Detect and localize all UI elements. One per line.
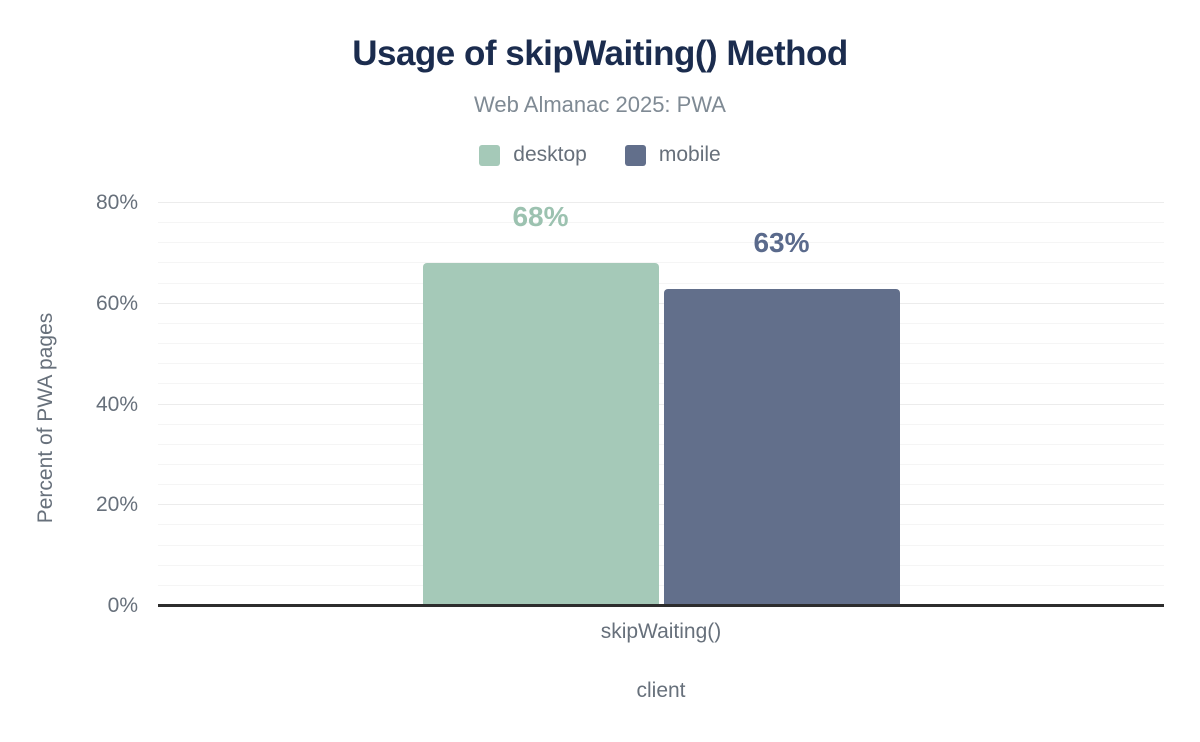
- gridline: [158, 363, 1164, 365]
- gridline: [158, 463, 1164, 465]
- bar-desktop: [422, 263, 659, 606]
- legend-item-mobile: mobile: [624, 143, 721, 167]
- y-tick-label: 20%: [95, 493, 138, 517]
- gridline: [158, 584, 1164, 586]
- x-tick-label: skipWaiting(): [600, 620, 722, 643]
- bar-value-label-mobile: 63%: [753, 226, 810, 258]
- gridline: [158, 383, 1164, 385]
- legend-label: mobile: [658, 143, 721, 166]
- bar-slot-desktop: 68%: [422, 201, 659, 606]
- y-tick-label: 80%: [95, 191, 138, 214]
- gridline: [158, 504, 1164, 506]
- bar-value-label-desktop: 68%: [512, 201, 569, 233]
- plot-area: 68% 63%: [158, 202, 1164, 607]
- y-tick-label: 60%: [95, 291, 138, 315]
- gridline: [158, 242, 1164, 244]
- legend: desktop mobile: [0, 143, 1200, 167]
- gridline: [158, 322, 1164, 324]
- gridline: [158, 484, 1164, 486]
- legend-label: desktop: [513, 143, 587, 166]
- gridline: [158, 282, 1164, 284]
- legend-item-desktop: desktop: [479, 143, 587, 167]
- y-axis-ticks: 0% 20% 40% 60% 80%: [0, 191, 148, 617]
- gridline: [158, 403, 1164, 405]
- legend-swatch-icon: [624, 144, 646, 166]
- bar-slot-mobile: 63%: [663, 203, 900, 606]
- y-tick-label: 40%: [95, 392, 138, 416]
- x-axis-line: [158, 604, 1164, 607]
- bar-group: 68% 63%: [158, 203, 1164, 606]
- gridline: [158, 423, 1164, 425]
- bar-mobile: [663, 288, 900, 606]
- gridline: [158, 222, 1164, 224]
- gridline: [158, 544, 1164, 546]
- y-tick-label: 0%: [107, 594, 138, 617]
- gridline: [158, 302, 1164, 304]
- gridline: [158, 343, 1164, 345]
- gridline: [158, 524, 1164, 526]
- gridline: [158, 443, 1164, 445]
- x-axis-title: client: [636, 679, 686, 702]
- gridline: [158, 564, 1164, 566]
- chart-title: Usage of skipWaiting() Method: [352, 34, 848, 73]
- legend-swatch-icon: [479, 144, 501, 166]
- gridline: [158, 262, 1164, 264]
- gridline: [158, 202, 1164, 203]
- chart-subtitle: Web Almanac 2025: PWA: [474, 92, 726, 117]
